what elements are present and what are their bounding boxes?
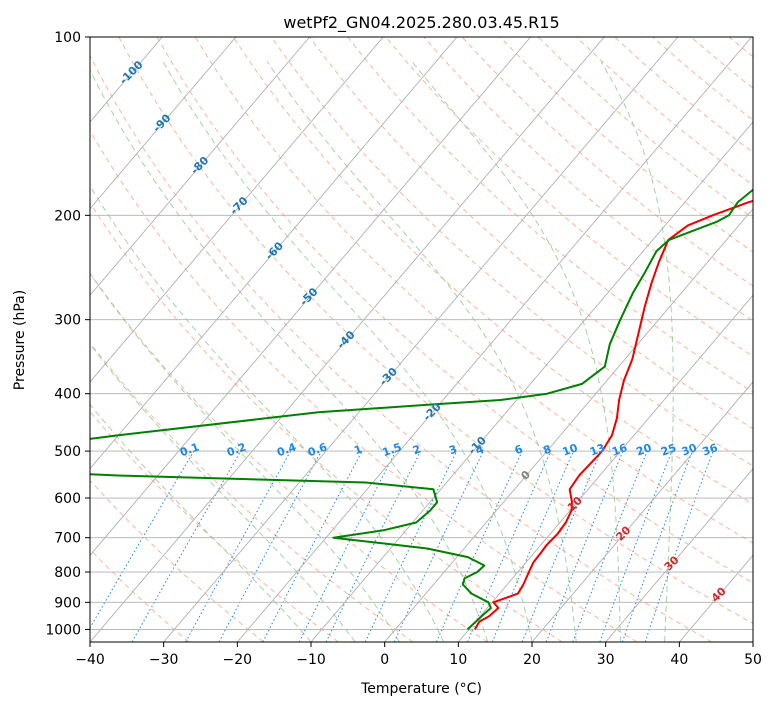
x-tick-label: −10 xyxy=(296,652,326,668)
dry-adiabat xyxy=(90,54,712,642)
plot-background xyxy=(90,37,753,642)
moist-adiabat xyxy=(90,185,445,642)
isotherm-line xyxy=(384,207,753,642)
y-tick-label: 800 xyxy=(54,565,81,581)
moist-adiabat xyxy=(162,61,533,642)
mixing-ratio-label: 0.2 xyxy=(225,440,248,459)
mixing-ratio-label: 20 xyxy=(635,441,654,459)
isotherm-line xyxy=(90,37,237,210)
mixing-ratio-label: 0.6 xyxy=(306,440,329,459)
y-tick-label: 300 xyxy=(54,313,81,329)
dry-adiabat xyxy=(90,548,190,642)
dewpoint-profile-line xyxy=(90,188,753,631)
dry-adiabat xyxy=(194,37,753,544)
mixing-ratio-label: 1 xyxy=(352,443,364,458)
y-tick-label: 900 xyxy=(54,595,81,611)
y-tick-label: 100 xyxy=(54,30,81,46)
x-axis-label: Temperature (°C) xyxy=(360,681,482,697)
mixing-ratio-label: 3 xyxy=(447,442,459,457)
mixing-ratio-label: 25 xyxy=(659,441,678,458)
moist-adiabat xyxy=(90,68,489,642)
y-tick-label: 1000 xyxy=(45,622,81,638)
mixing-ratio-label: 1.5 xyxy=(381,440,404,459)
mixing-ratio-line xyxy=(218,450,322,642)
mixing-ratio-line xyxy=(545,450,624,642)
dry-adiabat xyxy=(90,410,339,642)
mixing-ratio-line xyxy=(435,450,523,642)
moist-adiabat xyxy=(600,61,674,642)
isotherm-line xyxy=(605,467,753,642)
y-tick-label: 600 xyxy=(54,491,81,507)
dry-adiabat xyxy=(232,37,753,505)
mixing-ratio-line xyxy=(325,450,422,642)
y-tick-label: 700 xyxy=(54,531,81,547)
profile-lines xyxy=(90,188,753,631)
isotherm-line xyxy=(90,37,310,297)
x-tick-label: 50 xyxy=(744,652,762,668)
mixing-ratio-label: 4 xyxy=(474,442,486,457)
mixing-ratio-line xyxy=(599,450,673,642)
mixing-ratio-label: 0.4 xyxy=(275,440,298,459)
x-tick-label: 30 xyxy=(597,652,615,668)
mixing-ratio-line xyxy=(621,450,693,642)
mixing-ratio-line xyxy=(644,450,714,642)
mixing-ratio-label: 30 xyxy=(680,441,699,459)
mixing-ratio-line xyxy=(521,450,602,642)
isotherm-line xyxy=(236,37,752,642)
dry-adiabat xyxy=(270,37,753,467)
moist-adiabat xyxy=(90,272,400,642)
moist-adiabat xyxy=(411,61,621,642)
mixing-ratio-label: 2 xyxy=(411,442,423,457)
mixing-ratio-label: 8 xyxy=(541,442,553,457)
axes: −40 −30 −20 −10 0 10 20 30 40 5010020030040050060… xyxy=(45,30,762,668)
x-tick-label: 0 xyxy=(380,652,389,668)
mixing-ratio-label: 0.1 xyxy=(178,440,201,459)
y-axis-label: Pressure (hPa) xyxy=(12,290,28,390)
isotherm-line xyxy=(90,37,605,642)
x-tick-label: −30 xyxy=(149,652,179,668)
dry-adiabat xyxy=(90,479,264,642)
mixing-ratio-line xyxy=(298,450,397,642)
mixing-ratio-label: 36 xyxy=(701,441,720,459)
y-tick-label: 500 xyxy=(54,444,81,460)
mixing-ratio-label: 16 xyxy=(610,441,629,459)
dry-adiabat xyxy=(156,37,753,584)
isotherm-line xyxy=(163,37,679,642)
y-tick-label: 400 xyxy=(54,387,81,403)
dry-adiabat xyxy=(385,37,753,357)
mixing-ratio-line xyxy=(572,450,648,642)
isotherm-line xyxy=(90,37,384,383)
chart-title: wetPf2_GN04.2025.280.03.45.R15 xyxy=(283,13,559,33)
y-tick-label: 200 xyxy=(54,208,81,224)
x-tick-label: 40 xyxy=(670,652,688,668)
moist-adiabat xyxy=(90,403,312,642)
isotherm-line xyxy=(310,121,753,642)
isotherm-line xyxy=(531,381,753,642)
background-lines xyxy=(90,37,753,642)
dry-adiabat xyxy=(309,37,753,430)
x-tick-label: 10 xyxy=(449,652,467,668)
mixing-ratio-line xyxy=(467,450,552,642)
x-tick-label: 20 xyxy=(523,652,541,668)
moist-adiabat xyxy=(90,343,356,642)
moist-adiabat xyxy=(266,61,577,642)
mixing-ratio-label: 13 xyxy=(588,441,607,458)
isotherm-line xyxy=(90,37,531,557)
isotherm-line xyxy=(457,294,753,642)
mixing-ratio-label: 10 xyxy=(561,441,580,459)
x-tick-label: −40 xyxy=(75,652,105,668)
mixing-ratio-label: 6 xyxy=(513,442,525,457)
x-tick-label: −20 xyxy=(223,652,253,668)
mixing-ratio-line xyxy=(185,450,292,642)
dry-adiabat xyxy=(118,37,753,624)
isotherm-line xyxy=(90,37,458,470)
temperature-profile-line xyxy=(474,199,753,630)
plot-frame xyxy=(89,36,754,643)
